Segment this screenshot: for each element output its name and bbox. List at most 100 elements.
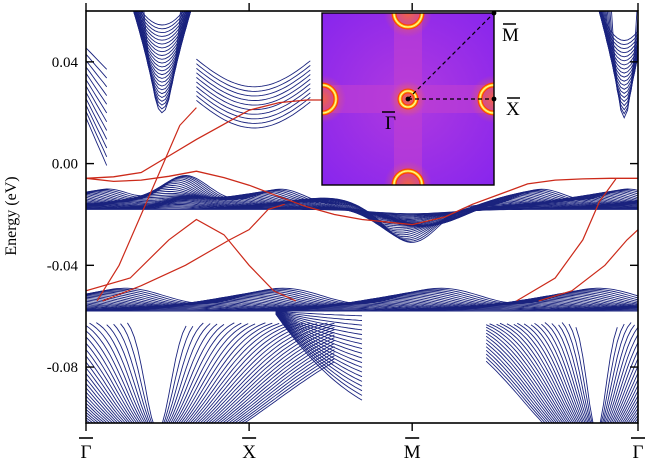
bulk-band-line xyxy=(133,11,191,68)
bulk-band-line xyxy=(275,311,363,335)
pocket-bottom-ring-core xyxy=(393,170,423,185)
bulk-band-line xyxy=(86,305,638,310)
bulk-band-line xyxy=(134,11,190,79)
bulk-band-line xyxy=(86,322,273,423)
bulk-band-line xyxy=(86,85,108,123)
bulk-band-line xyxy=(86,322,280,423)
bulk-band-line xyxy=(86,208,638,215)
bulk-band-line xyxy=(86,322,266,423)
bulk-band-line xyxy=(599,11,638,46)
y-axis: 0.04 0.00 -0.04 -0.08 xyxy=(47,55,638,376)
bulk-band-line xyxy=(485,332,638,423)
y-tick-label: 0.04 xyxy=(52,55,79,71)
kpoint-label: Γ xyxy=(81,442,92,463)
bulk-band-line xyxy=(275,312,363,359)
bulk-band-line xyxy=(86,73,108,105)
bulk-band-line xyxy=(599,11,638,74)
bulk-band-line xyxy=(86,53,108,79)
bulk-band-line xyxy=(133,11,191,53)
surface-band-crossing-4 xyxy=(538,229,638,302)
bulk-band-line xyxy=(275,311,363,340)
bulk-band-line xyxy=(106,323,211,423)
bulk-band-line xyxy=(86,47,108,70)
bulk-band-line xyxy=(86,178,638,238)
bulk-band-line xyxy=(485,346,553,423)
bulk-band-line xyxy=(598,11,638,50)
bulk-band-line xyxy=(86,79,108,114)
bulk-band-line xyxy=(196,77,311,106)
surface-band-1 xyxy=(86,170,638,226)
bulk-band-line xyxy=(599,11,638,70)
bulk-band-line xyxy=(598,11,638,66)
bulk-band-line xyxy=(275,313,363,382)
bulk-band-line xyxy=(127,322,187,423)
bulk-band-line xyxy=(86,322,242,423)
bulk-band-line xyxy=(575,327,618,423)
bulk-band-line xyxy=(558,324,635,423)
bulk-band-line xyxy=(86,307,638,311)
bulk-band-line xyxy=(600,11,638,78)
bulk-band-line xyxy=(240,358,335,423)
bulk-band-line xyxy=(86,323,318,423)
bulk-band-line xyxy=(485,349,551,423)
pocket-left-ring-core xyxy=(322,84,337,114)
inset-label: M xyxy=(502,25,519,46)
bulk-band-line xyxy=(605,11,638,103)
bulk-band-line xyxy=(609,11,638,115)
gamma-dot xyxy=(405,96,411,102)
bulk-band-line xyxy=(485,326,638,423)
bulk-band-line xyxy=(86,323,287,423)
bulk-band-line xyxy=(133,11,192,64)
bulk-band-line xyxy=(486,324,638,423)
x-axis: Γ X M Γ xyxy=(79,3,645,463)
bulk-band-line xyxy=(86,309,638,312)
bulk-band-line xyxy=(86,303,638,310)
bulk-band-line xyxy=(506,323,638,423)
bulk-band-line xyxy=(86,98,108,140)
bulk-band-line xyxy=(603,11,638,94)
bulk-band-line xyxy=(120,323,194,423)
bulk-band-line xyxy=(275,312,363,378)
bulk-band-line xyxy=(601,11,638,86)
bulk-band-line xyxy=(86,322,328,423)
bulk-band-line xyxy=(534,322,638,423)
bulk-band-line xyxy=(86,111,108,157)
bulk-band-line xyxy=(86,117,108,166)
bulk-band-line xyxy=(523,323,638,423)
bulk-band-line xyxy=(89,322,225,423)
bulk-band-line xyxy=(275,312,363,364)
surface-band-crossing-2 xyxy=(96,107,197,302)
bulk-band-line xyxy=(138,11,186,30)
bulk-band-line xyxy=(196,95,311,124)
bulk-band-line xyxy=(86,304,638,310)
bulk-band-line xyxy=(96,322,218,423)
y-axis-title: Energy (eV) xyxy=(3,176,20,255)
bulk-band-line xyxy=(134,11,190,41)
bulk-band-line xyxy=(135,11,189,37)
bulk-band-line xyxy=(196,58,311,88)
bulk-band-line xyxy=(86,306,638,311)
bulk-band-line xyxy=(275,312,363,373)
bulk-band-line xyxy=(86,331,335,423)
path-gamma-m xyxy=(407,12,495,100)
plot-frame xyxy=(85,10,639,424)
bulk-band-line xyxy=(513,324,638,423)
bulk-band-line xyxy=(275,311,363,326)
bulk-band-line xyxy=(86,322,335,423)
bulk-band-line xyxy=(606,11,638,107)
bulk-band-line xyxy=(517,322,638,423)
bulk-band-line xyxy=(275,311,363,345)
fermi-surface-inset: M X Γ xyxy=(321,10,520,186)
bulk-band-line xyxy=(137,11,188,34)
bulk-band-line xyxy=(113,322,204,423)
bulk-band-line xyxy=(275,310,363,321)
bulk-band-line xyxy=(237,355,335,423)
bulk-band-line xyxy=(86,334,335,423)
bulk-band-line xyxy=(196,63,311,92)
y-tick-label: 0.00 xyxy=(52,157,78,173)
kpoint-label: Γ xyxy=(633,442,644,463)
bulk-band-line xyxy=(140,11,184,26)
bulk-band-line xyxy=(561,322,632,423)
bulk-band-line xyxy=(544,322,638,423)
